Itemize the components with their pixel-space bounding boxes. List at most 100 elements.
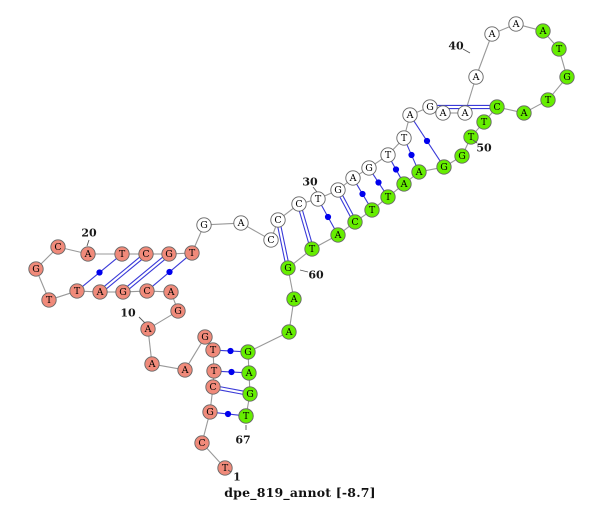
- nucleotide-node[interactable]: G: [28, 261, 44, 277]
- nucleotide-node[interactable]: A: [241, 365, 257, 381]
- nucleotide-node[interactable]: A: [516, 105, 532, 121]
- nucleotide-node[interactable]: T: [476, 114, 492, 130]
- base-pair-bond: [280, 226, 289, 261]
- backbone-link: [530, 102, 542, 111]
- nucleotide-node[interactable]: C: [205, 379, 221, 395]
- position-tick: [472, 139, 478, 144]
- nucleotide-node[interactable]: G: [197, 329, 213, 345]
- nucleotide-node[interactable]: T: [364, 202, 380, 218]
- position-number-label: 67: [235, 434, 250, 447]
- nucleotide-node[interactable]: C: [263, 232, 279, 248]
- nucleotide-node[interactable]: T: [380, 147, 396, 163]
- nucleotide-node[interactable]: A: [163, 284, 179, 300]
- nucleotide-node[interactable]: A: [535, 23, 551, 39]
- nucleotide-node[interactable]: G: [361, 160, 377, 176]
- nucleotide-node[interactable]: A: [281, 324, 297, 340]
- nucleotide-node[interactable]: G: [202, 404, 218, 420]
- base-pair-bond: [104, 256, 140, 287]
- backbone-link: [246, 400, 250, 410]
- nucleotide-node[interactable]: G: [436, 159, 452, 175]
- backbone-link: [188, 342, 202, 365]
- nucleotide-node[interactable]: A: [177, 362, 193, 378]
- position-number-label: 30: [302, 176, 318, 189]
- nucleotide-node[interactable]: T: [304, 241, 320, 257]
- nucleotide-node[interactable]: T: [206, 363, 222, 379]
- nucleotide-node[interactable]: T: [238, 408, 254, 424]
- nucleotide-node[interactable]: C: [194, 435, 210, 451]
- base-pair-bond: [339, 196, 351, 217]
- nucleotide-node[interactable]: G: [330, 182, 346, 198]
- base-pair-dot: [166, 268, 173, 276]
- backbone-link: [194, 231, 202, 247]
- backbone-layer: [38, 25, 566, 464]
- nucleotide-node[interactable]: C: [50, 239, 66, 255]
- nucleotide-node[interactable]: A: [468, 69, 484, 85]
- base-pair-bond: [302, 210, 313, 242]
- nucleotide-node[interactable]: C: [139, 283, 155, 299]
- backbone-link: [358, 171, 364, 175]
- nucleotide-node[interactable]: G: [559, 69, 575, 85]
- backbone-link: [272, 226, 277, 234]
- backbone-link: [552, 82, 563, 95]
- nucleotide-node[interactable]: A: [396, 176, 412, 192]
- nucleotide-node[interactable]: G: [454, 148, 470, 164]
- backbone-link: [449, 159, 457, 164]
- base-pair-bond: [298, 211, 309, 243]
- nucleotide-node[interactable]: T: [41, 292, 57, 308]
- backbone-link: [153, 314, 173, 326]
- nucleotide-node[interactable]: G: [280, 260, 296, 276]
- nucleotide-node[interactable]: A: [80, 246, 96, 262]
- backbone-link: [475, 127, 480, 132]
- base-pair-bond: [219, 389, 243, 395]
- nucleotide-node[interactable]: T: [205, 342, 221, 358]
- base-pair-dot: [359, 190, 366, 198]
- nucleotide-node[interactable]: G: [422, 99, 438, 115]
- nucleotide-node[interactable]: T: [396, 130, 412, 146]
- backbone-link: [560, 55, 566, 71]
- nucleotide-node[interactable]: T: [551, 41, 567, 57]
- nucleotide-node[interactable]: A: [457, 105, 473, 121]
- nucleotide-node[interactable]: A: [345, 170, 361, 186]
- base-pair-dot: [423, 137, 431, 145]
- nucleotide-node[interactable]: A: [92, 284, 108, 300]
- nucleotide-node[interactable]: T: [217, 460, 233, 476]
- nucleotide-node[interactable]: C: [347, 214, 363, 230]
- nucleotide-node[interactable]: C: [489, 99, 505, 115]
- backbone-link: [377, 201, 383, 206]
- nucleotide-node[interactable]: G: [240, 344, 256, 360]
- backbone-link: [466, 83, 475, 107]
- backbone-link: [416, 109, 424, 113]
- nucleotide-node[interactable]: T: [540, 92, 556, 108]
- base-pair-bond: [129, 259, 165, 290]
- backbone-link: [405, 121, 409, 132]
- nucleotide-node[interactable]: G: [196, 217, 212, 233]
- nucleotide-node[interactable]: C: [138, 246, 154, 262]
- nucleotide-node[interactable]: T: [380, 189, 396, 205]
- nucleotide-node[interactable]: A: [144, 356, 160, 372]
- nucleotide-node[interactable]: A: [140, 321, 156, 337]
- nucleotide-node[interactable]: A: [330, 227, 346, 243]
- nucleotide-node[interactable]: A: [484, 26, 500, 42]
- nucleotide-node[interactable]: T: [114, 246, 130, 262]
- backbone-link: [293, 253, 307, 264]
- nucleotide-node[interactable]: G: [242, 386, 258, 402]
- nucleotide-node[interactable]: G: [170, 303, 186, 319]
- nucleotide-node[interactable]: A: [286, 291, 302, 307]
- nucleotide-node[interactable]: A: [233, 215, 249, 231]
- backbone-link: [206, 447, 221, 464]
- nucleotide-node[interactable]: T: [184, 245, 200, 261]
- backbone-link: [172, 298, 177, 305]
- nucleotide-node[interactable]: T: [310, 191, 326, 207]
- nucleotide-node[interactable]: A: [508, 16, 524, 32]
- nucleotide-node[interactable]: A: [435, 105, 451, 121]
- nucleotide-node[interactable]: A: [411, 164, 427, 180]
- base-pair-bond: [342, 195, 354, 216]
- nucleotide-node[interactable]: T: [69, 283, 85, 299]
- nucleotide-node[interactable]: C: [270, 212, 286, 228]
- nucleotide-node[interactable]: G: [115, 284, 131, 300]
- nucleotide-node[interactable]: A: [402, 107, 418, 123]
- backbone-link: [324, 192, 332, 197]
- position-tick: [312, 186, 318, 193]
- nucleotide-node[interactable]: C: [291, 196, 307, 212]
- nucleotide-node[interactable]: G: [161, 246, 177, 262]
